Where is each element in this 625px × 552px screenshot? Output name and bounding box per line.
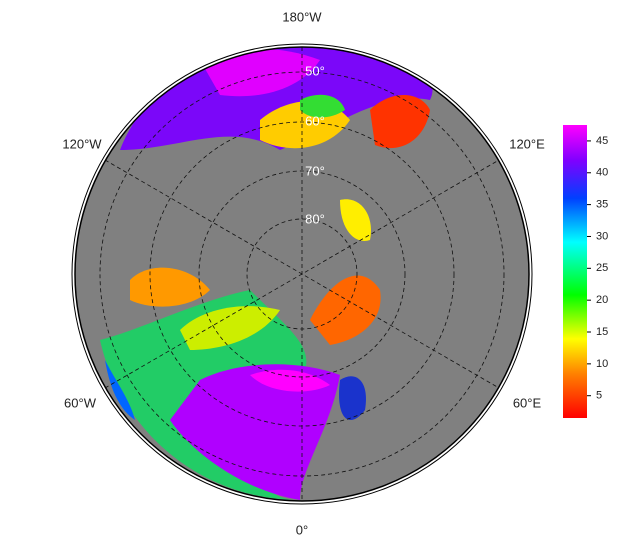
colorbar-tick-label: 15 (596, 326, 608, 338)
colorbar-tick-label: 35 (596, 199, 608, 211)
latitude-label: 70° (305, 163, 325, 178)
longitude-label: 180°W (282, 9, 322, 24)
map-border (74, 46, 530, 502)
longitude-label: 60°E (513, 395, 542, 410)
latitude-label: 80° (305, 211, 325, 226)
colorbar-tick-label: 10 (596, 358, 608, 370)
colorbar (563, 125, 587, 418)
longitude-label: 60°W (64, 395, 97, 410)
longitude-label: 0° (296, 522, 308, 537)
latitude-label: 60° (305, 113, 325, 128)
map-frame (71, 43, 533, 505)
graticule (99, 47, 505, 501)
colorbar-tick-label: 45 (596, 135, 608, 147)
longitude-label: 120°W (62, 136, 102, 151)
colorbar-tick-label: 25 (596, 262, 608, 274)
colorbar-tick-label: 40 (596, 167, 608, 179)
colorbar-tick-label: 5 (596, 390, 602, 402)
colorbar-tick-label: 30 (596, 230, 608, 242)
colorbar-tick-label: 20 (596, 294, 608, 306)
longitude-label: 120°E (509, 136, 545, 151)
colorbar-ticks: 5 10 15 20 25 30 35 40 45 (587, 135, 608, 402)
latitude-label: 50° (305, 63, 325, 78)
